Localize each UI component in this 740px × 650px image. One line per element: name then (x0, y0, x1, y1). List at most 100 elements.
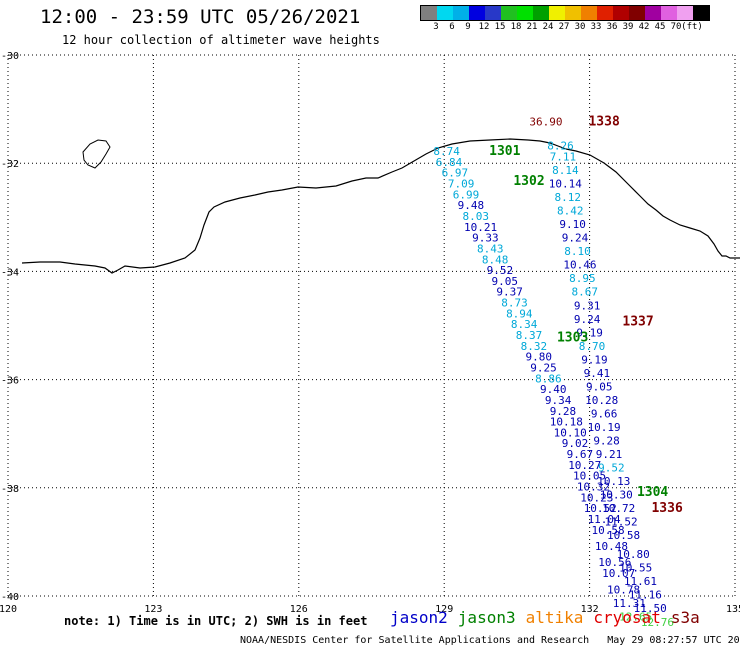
wave-height-value: 10.80 (617, 548, 650, 561)
y-tick-label: -32 (1, 159, 19, 170)
y-tick-label: -38 (1, 484, 19, 495)
wave-height-value: 7.11 (550, 150, 577, 163)
legend-entry-s3a: s3a (670, 608, 700, 627)
wave-height-value: 8.48 (482, 253, 509, 266)
wave-height-value: 11.16 (629, 589, 662, 602)
wave-height-value: 10.05 (573, 470, 606, 483)
color-swatch (661, 6, 677, 20)
y-tick-label: -34 (1, 267, 19, 278)
wave-height-value: 9.05 (586, 380, 613, 393)
wave-height-value: 9.67 (567, 448, 594, 461)
wave-height-value: 9.31 (574, 299, 601, 312)
wave-height-value: 10.55 (619, 562, 652, 575)
wave-height-value: 10.07 (602, 567, 635, 580)
legend-entry-cryosat: cryosat (593, 608, 661, 627)
color-swatch (597, 6, 613, 20)
wave-height-value: 9.05 (492, 275, 519, 288)
wave-height-value: 8.42 (557, 205, 584, 218)
color-scale-tick: 30 (574, 22, 586, 32)
wave-height-value: 9.25 (530, 361, 557, 374)
wave-height-value: 9.21 (596, 448, 623, 461)
wave-height-value: 10.10 (554, 426, 587, 439)
wave-height-value: 6.97 (442, 167, 469, 180)
wave-height-value: 12.76 (641, 616, 674, 629)
color-scale-tick: 12 (478, 22, 490, 32)
color-swatch (565, 6, 581, 20)
wave-height-value: 9.52 (487, 264, 514, 277)
color-scale-tick-labels: 3 6 9 12 15 18 21 24 27 30 33 36 39 42 45 70 (ft) (420, 21, 710, 35)
pass-number-label: 1303 (557, 331, 588, 346)
wave-height-value: 36.90 (529, 115, 562, 128)
wave-height-value: 10.28 (585, 394, 618, 407)
color-scale-tick: 39 (622, 22, 634, 32)
wave-height-value: 6.84 (436, 156, 463, 169)
color-scale-tick: 15 (494, 22, 506, 32)
color-scale-tick: 42 (638, 22, 650, 32)
units-note: note: 1) Time is in UTC; 2) SWH is in fe… (64, 614, 368, 628)
wave-height-value: 8.94 (506, 307, 533, 320)
wave-height-value: 7.09 (448, 178, 475, 191)
pass-number-label: 1304 (637, 485, 668, 500)
color-swatch (645, 6, 661, 20)
wave-height-value: 8.14 (552, 164, 579, 177)
color-scale-swatches (420, 5, 710, 21)
color-swatch (533, 6, 549, 20)
color-scale-legend: 3 6 9 12 15 18 21 24 27 30 33 36 39 42 45 70 (ft) (420, 5, 710, 35)
wave-height-value: 9.24 (574, 313, 601, 326)
wave-height-value: 10.52 (584, 502, 617, 515)
wave-height-value: 9.37 (496, 286, 523, 299)
wave-height-value: 12.65 (619, 610, 652, 623)
wave-height-value: 9.24 (562, 232, 589, 245)
wave-height-value: 10.78 (607, 583, 640, 596)
pass-number-label: 1338 (588, 114, 619, 129)
wave-height-value: 8.10 (564, 245, 591, 258)
color-swatch (677, 6, 693, 20)
map-subtitle: 12 hour collection of altimeter wave hei… (62, 33, 380, 47)
color-scale-tick: 6 (449, 22, 455, 32)
wave-height-value: 9.28 (593, 435, 620, 448)
color-swatch (613, 6, 629, 20)
color-scale-tick: 3 (433, 22, 439, 32)
wave-height-value: 9.34 (545, 394, 572, 407)
x-tick-label: 123 (144, 604, 162, 615)
color-scale-tick: 45 (654, 22, 666, 32)
wave-height-value: 10.72 (602, 502, 635, 515)
wave-height-value: 8.70 (579, 340, 606, 353)
wave-height-value: 11.61 (624, 575, 657, 588)
wave-height-value: 8.26 (547, 140, 574, 153)
wave-height-value: 11.31 (613, 597, 646, 610)
y-tick-label: -36 (1, 376, 19, 387)
wave-height-value: 8.73 (501, 297, 528, 310)
x-tick-label: 126 (290, 604, 308, 615)
x-tick-label: 132 (581, 604, 599, 615)
color-swatch (693, 6, 709, 20)
pass-number-label: 1302 (513, 174, 544, 189)
wave-height-value: 9.52 (598, 462, 625, 475)
wave-height-value: 10.14 (549, 178, 582, 191)
color-scale-tick: 18 (510, 22, 522, 32)
wave-height-value: 10.27 (568, 459, 601, 472)
wave-height-value: 10.58 (607, 529, 640, 542)
wave-height-value: 8.12 (555, 191, 582, 204)
wave-height-value: 8.67 (572, 286, 599, 299)
pass-number-label: 1336 (651, 501, 682, 516)
color-scale-tick: 33 (590, 22, 602, 32)
wave-height-value: 10.30 (600, 489, 633, 502)
map-title: 12:00 - 23:59 UTC 05/26/2021 (40, 6, 361, 28)
wave-height-value: 8.74 (433, 145, 460, 158)
wave-height-value: 9.02 (562, 437, 589, 450)
wave-height-value: 11.50 (634, 602, 667, 615)
wave-height-value: 8.86 (535, 372, 562, 385)
wave-height-value: 9.66 (591, 407, 618, 420)
color-swatch (629, 6, 645, 20)
wave-height-value: 8.03 (462, 210, 489, 223)
color-scale-tick: 9 (465, 22, 471, 32)
color-swatch (469, 6, 485, 20)
wave-height-value: 9.19 (576, 326, 603, 339)
credit-line: NOAA/NESDIS Center for Satellite Applica… (240, 635, 740, 646)
wave-height-value: 8.95 (569, 272, 596, 285)
color-scale-tick: (ft) (681, 22, 703, 32)
wave-height-value: 8.43 (477, 242, 504, 255)
color-swatch (437, 6, 453, 20)
wave-height-value: 10.32 (577, 481, 610, 494)
